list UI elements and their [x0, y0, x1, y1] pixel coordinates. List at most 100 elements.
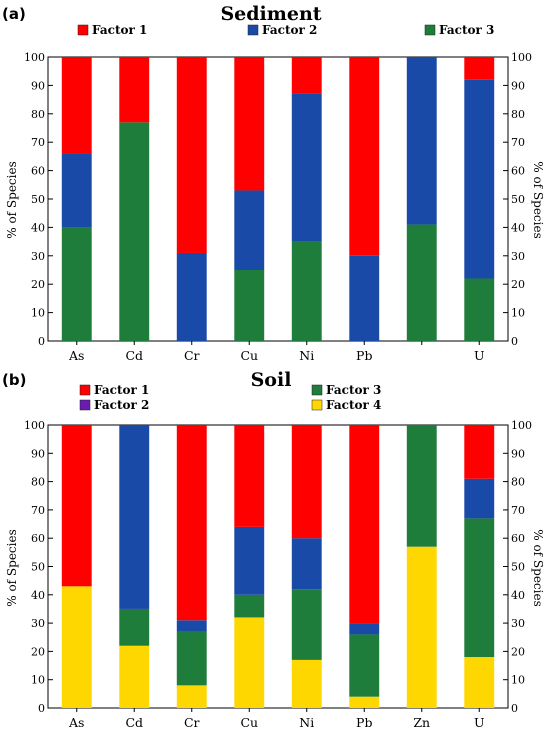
soil-category-label-cr: Cr — [184, 715, 200, 730]
sediment-left-tick-label: 90 — [31, 79, 45, 92]
soil-bar-u-factor-4 — [464, 657, 495, 708]
soil-left-tick-label: 40 — [31, 589, 45, 602]
sediment-bar-ni-factor-3 — [291, 241, 322, 341]
sediment-right-y-label: % of Species — [531, 161, 545, 239]
soil-bar-zn-factor-3 — [406, 425, 437, 547]
soil-bar-u-factor-2 — [464, 478, 495, 519]
sediment-bar-cu-factor-3 — [234, 270, 265, 341]
sediment-right-tick-label: 60 — [511, 165, 525, 178]
soil-bar-ni-factor-3 — [291, 589, 322, 660]
sediment-left-tick-label: 30 — [31, 250, 45, 263]
sediment-bar-blank-6-factor-2 — [406, 57, 437, 225]
soil-left-tick-label: 20 — [31, 645, 45, 658]
sediment-plot-area: 0 0 10 10 20 20 30 30 40 40 50 50 60 60 70 70 80 80 90 90 10… — [24, 51, 532, 363]
sediment-left-y-label: % of Species — [5, 161, 19, 239]
sediment-bar-as-factor-1 — [61, 57, 92, 154]
sediment-bar-as-factor-3 — [61, 227, 92, 341]
soil-category-label-u: U — [474, 715, 485, 730]
sediment-bar-u-factor-2 — [464, 79, 495, 279]
soil-right-tick-label: 40 — [511, 589, 525, 602]
sediment-title: Sediment — [220, 3, 321, 25]
sediment-bar-cr-factor-2 — [176, 252, 207, 341]
sediment-right-tick-label: 0 — [511, 335, 518, 348]
soil-left-tick-label: 100 — [24, 419, 45, 432]
soil-plot-frame — [47, 424, 509, 709]
soil-legend-label-factor-4: Factor 4 — [326, 398, 381, 412]
sediment-left-tick-label: 0 — [38, 335, 45, 348]
sediment-bar-pb-factor-1 — [349, 57, 380, 256]
soil-legend-label-factor-1: Factor 1 — [94, 383, 149, 397]
sediment-category-label-cu: Cu — [240, 348, 258, 363]
soil-bar-pb-factor-2 — [349, 623, 380, 635]
sediment-bar-pb-factor-2 — [349, 255, 380, 341]
sediment-bar-cr-factor-1 — [176, 57, 207, 253]
sediment-bar-as-factor-2 — [61, 153, 92, 228]
soil-left-tick-label: 30 — [31, 617, 45, 630]
soil-bar-cu-factor-1 — [234, 425, 265, 527]
soil-right-tick-label: 20 — [511, 645, 525, 658]
soil-bar-cd-factor-3 — [119, 608, 150, 646]
soil-left-tick-label: 50 — [31, 561, 45, 574]
sediment-bar-u-factor-1 — [464, 57, 495, 80]
sediment-left-tick-label: 40 — [31, 221, 45, 234]
soil-category-label-cd: Cd — [125, 715, 143, 730]
soil-bar-pb-factor-4 — [349, 696, 380, 708]
sediment-plot-frame — [47, 56, 509, 342]
sediment-left-tick-label: 60 — [31, 165, 45, 178]
sediment-left-tick-label: 20 — [31, 278, 45, 291]
soil-right-tick-label: 0 — [511, 702, 518, 715]
soil-left-tick-label: 70 — [31, 504, 45, 517]
sediment-category-label-ni: Ni — [299, 348, 314, 363]
soil-bar-ni-factor-4 — [291, 659, 322, 708]
sediment-category-label-u: U — [474, 348, 485, 363]
soil-right-tick-label: 70 — [511, 504, 525, 517]
soil-right-tick-label: 50 — [511, 561, 525, 574]
sediment-left-tick-label: 50 — [31, 193, 45, 206]
soil-legend-swatch-factor-4 — [311, 399, 323, 411]
soil-bar-as-factor-1 — [61, 425, 92, 587]
soil-bar-cd-factor-4 — [119, 645, 150, 708]
sediment-bar-cd-factor-3 — [119, 122, 150, 341]
soil-bar-ni-factor-1 — [291, 425, 322, 539]
sediment-category-label-pb: Pb — [356, 348, 372, 363]
panel-a-tag: (a) — [2, 5, 26, 23]
sediment-right-tick-label: 40 — [511, 221, 525, 234]
sediment-legend-swatch-factor-2 — [247, 24, 259, 36]
soil-bar-as-factor-4 — [61, 586, 92, 708]
soil-left-tick-label: 0 — [38, 702, 45, 715]
sediment-left-tick-label: 70 — [31, 136, 45, 149]
soil-bar-u-factor-3 — [464, 518, 495, 658]
soil-legend-swatch-factor-1 — [79, 384, 91, 396]
soil-category-label-zn: Zn — [413, 715, 430, 730]
soil-right-tick-label: 30 — [511, 617, 525, 630]
soil-bar-ni-factor-2 — [291, 538, 322, 590]
soil-bar-cr-factor-3 — [176, 631, 207, 686]
soil-bar-pb-factor-3 — [349, 634, 380, 697]
sediment-bar-cd-factor-1 — [119, 57, 150, 123]
sediment-category-label-as: As — [68, 348, 84, 363]
soil-left-tick-label: 60 — [31, 532, 45, 545]
soil-right-tick-label: 90 — [511, 447, 525, 460]
soil-legend-label-factor-3: Factor 3 — [326, 383, 381, 397]
sediment-right-tick-label: 100 — [511, 51, 532, 64]
soil-legend-label-factor-2: Factor 2 — [94, 398, 149, 412]
soil-category-label-cu: Cu — [240, 715, 258, 730]
soil-bar-zn-factor-4 — [406, 546, 437, 708]
soil-bar-cr-factor-1 — [176, 425, 207, 621]
soil-legend-swatch-factor-3 — [311, 384, 323, 396]
sediment-legend: Factor 1 Factor 2 Factor 3 — [77, 23, 494, 37]
soil-title: Soil — [251, 369, 292, 391]
sediment-right-tick-label: 80 — [511, 108, 525, 121]
soil-right-tick-label: 100 — [511, 419, 532, 432]
sediment-panel: (a) Sediment Factor 1 Factor 2 Factor 3 0 0… — [2, 3, 545, 363]
sediment-left-tick-label: 10 — [31, 307, 45, 320]
sediment-bar-cu-factor-2 — [234, 190, 265, 270]
soil-plot-area: 0 0 10 10 20 20 30 30 40 40 50 50 60 60 70 70 80 80 90 90 10… — [24, 419, 532, 730]
soil-bar-cu-factor-4 — [234, 617, 265, 708]
soil-category-label-ni: Ni — [299, 715, 314, 730]
soil-bar-cu-factor-2 — [234, 526, 265, 595]
sediment-left-tick-label: 100 — [24, 51, 45, 64]
